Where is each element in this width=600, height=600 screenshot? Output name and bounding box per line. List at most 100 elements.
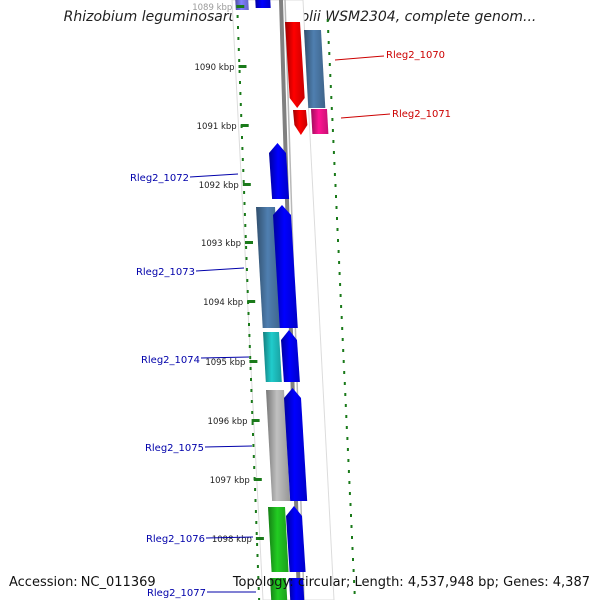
kbp-tick xyxy=(236,5,245,8)
gene-feature-9 xyxy=(273,205,298,328)
minor-tick-right xyxy=(351,536,353,539)
minor-tick-right xyxy=(353,580,356,583)
minor-tick-left xyxy=(256,554,259,557)
gene-feature-12 xyxy=(266,390,291,501)
kbp-label: 1095 kbp xyxy=(205,358,245,368)
minor-tick-right xyxy=(332,151,335,154)
minor-tick-right xyxy=(339,283,342,286)
minor-tick-left xyxy=(243,202,246,205)
minor-tick-left xyxy=(239,92,242,95)
gene-feature-5 xyxy=(293,110,308,135)
minor-tick-left xyxy=(250,400,253,403)
gene-feature-14 xyxy=(268,507,289,572)
kbp-label: 1097 kbp xyxy=(210,476,250,486)
minor-tick-right xyxy=(347,470,350,473)
kbp-tick xyxy=(242,183,251,186)
minor-tick-right xyxy=(330,96,333,99)
minor-tick-right xyxy=(333,162,336,165)
minor-tick-right xyxy=(348,492,351,495)
minor-tick-right xyxy=(347,459,350,462)
gene-feature-16 xyxy=(270,578,288,600)
minor-tick-left xyxy=(251,411,254,414)
gene-feature-4 xyxy=(304,30,326,108)
minor-tick-left xyxy=(257,576,260,579)
minor-tick-right xyxy=(332,140,335,143)
minor-tick-left xyxy=(254,499,257,502)
minor-tick-left xyxy=(241,136,243,139)
topology-value: circular xyxy=(297,575,346,590)
minor-tick-right xyxy=(337,239,339,242)
minor-tick-left xyxy=(242,169,245,172)
minor-tick-right xyxy=(346,448,349,451)
minor-tick-right xyxy=(351,547,354,550)
minor-tick-right xyxy=(338,261,341,264)
minor-tick-left xyxy=(249,356,252,359)
minor-tick-left xyxy=(244,224,247,227)
kbp-label: 1098 kbp xyxy=(212,535,252,545)
kbp-tick xyxy=(249,360,258,363)
kbp-label: 1094 kbp xyxy=(203,298,243,308)
minor-tick-right xyxy=(344,404,347,407)
minor-tick-right xyxy=(329,85,332,88)
kbp-tick xyxy=(238,65,247,68)
accession-info: Accession: NC_011369 xyxy=(9,575,156,590)
kbp-tick xyxy=(240,124,249,127)
minor-tick-left xyxy=(256,565,259,568)
kbp-label: 1089 kbp xyxy=(192,3,232,13)
kbp-label: 1092 kbp xyxy=(199,181,239,191)
minor-tick-left xyxy=(238,59,241,62)
minor-tick-right xyxy=(329,74,332,77)
kbp-tick xyxy=(251,419,260,422)
minor-tick-right xyxy=(335,206,338,209)
minor-tick-right xyxy=(342,349,345,352)
minor-tick-right xyxy=(333,173,336,176)
gene-feature-11 xyxy=(281,330,300,382)
minor-tick-right xyxy=(345,415,348,418)
minor-tick-left xyxy=(258,598,261,600)
minor-tick-left xyxy=(239,81,241,84)
minor-tick-right xyxy=(336,217,338,220)
length-label: Length: xyxy=(354,575,404,590)
minor-tick-left xyxy=(255,521,258,524)
accession-value: NC_011369 xyxy=(80,575,156,590)
minor-tick-right xyxy=(330,107,333,110)
minor-tick-left xyxy=(246,290,249,293)
minor-tick-right xyxy=(343,382,346,385)
minor-tick-right xyxy=(340,316,343,319)
minor-tick-right xyxy=(328,52,331,55)
minor-tick-right xyxy=(342,360,345,363)
minor-tick-right xyxy=(340,305,343,308)
minor-tick-left xyxy=(244,235,247,238)
minor-tick-left xyxy=(256,543,259,546)
genes-label: Genes: xyxy=(503,575,549,590)
minor-tick-left xyxy=(245,257,248,260)
minor-tick-right xyxy=(341,327,344,330)
kbp-label: 1093 kbp xyxy=(201,239,241,249)
gene-label-rleg2_1072: Rleg2_1072 xyxy=(130,173,189,184)
gene-label-leader xyxy=(189,173,239,178)
minor-tick-left xyxy=(252,444,255,447)
minor-tick-right xyxy=(339,294,342,297)
minor-tick-right xyxy=(336,228,339,231)
gene-label-rleg2_1074: Rleg2_1074 xyxy=(141,355,200,366)
gene-feature-2 xyxy=(255,0,271,8)
kbp-label: 1091 kbp xyxy=(197,122,237,132)
minor-tick-right xyxy=(331,129,334,132)
gene-label-leader xyxy=(340,113,391,119)
minor-tick-left xyxy=(243,191,246,194)
minor-tick-left xyxy=(252,433,254,436)
minor-tick-right xyxy=(345,426,348,429)
minor-tick-left xyxy=(252,455,255,458)
gene-label-leader xyxy=(334,55,385,61)
minor-tick-right xyxy=(327,30,330,33)
accession-label: Accession: xyxy=(9,575,78,590)
minor-tick-right xyxy=(350,525,353,528)
minor-tick-left xyxy=(257,587,260,590)
minor-tick-right xyxy=(343,371,346,374)
minor-tick-left xyxy=(247,312,250,315)
minor-tick-left xyxy=(248,323,250,326)
minor-tick-left xyxy=(245,246,248,249)
gene-feature-10 xyxy=(263,332,282,382)
minor-tick-right xyxy=(348,481,351,484)
